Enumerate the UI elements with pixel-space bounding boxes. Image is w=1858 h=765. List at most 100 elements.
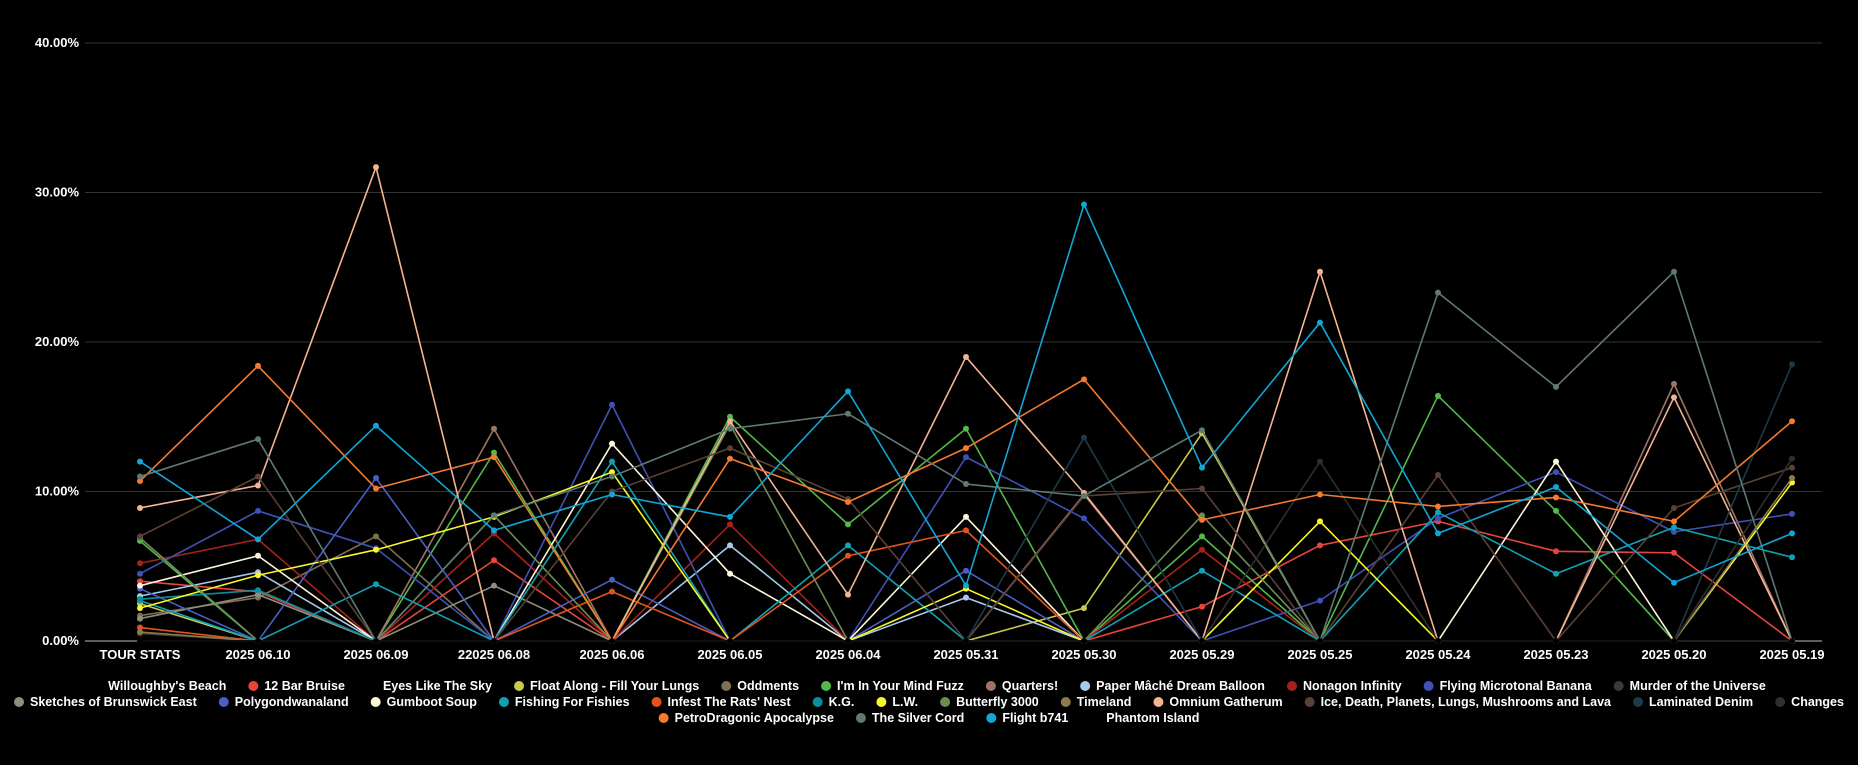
data-point xyxy=(137,504,143,511)
data-point xyxy=(1435,638,1441,644)
series xyxy=(137,361,1795,644)
data-point xyxy=(1435,509,1441,516)
data-point xyxy=(963,513,969,520)
legend-label: Omnium Gatherum xyxy=(1169,695,1282,709)
data-point xyxy=(1317,319,1323,326)
data-point xyxy=(727,513,733,520)
legend-item[interactable]: I'm In Your Mind Fuzz xyxy=(821,679,964,693)
data-point xyxy=(1317,638,1323,644)
legend-label: Gumboot Soup xyxy=(387,695,478,709)
x-tick-label: 2025 06.06 xyxy=(579,647,644,662)
data-point xyxy=(845,591,851,598)
data-point xyxy=(1081,605,1087,612)
legend-item[interactable]: Float Along - Fill Your Lungs xyxy=(514,679,699,693)
legend-item[interactable]: Polygondwanaland xyxy=(218,695,349,709)
x-tick-label: 2025 06.09 xyxy=(343,647,408,662)
legend-item[interactable]: Paper Mâché Dream Balloon xyxy=(1080,679,1265,693)
legend-item[interactable]: Flight b741 xyxy=(986,711,1068,725)
legend-item[interactable]: Nonagon Infinity xyxy=(1286,679,1402,693)
series-line xyxy=(139,432,1792,642)
data-point xyxy=(1199,603,1205,610)
legend-item[interactable]: Quarters! xyxy=(985,679,1058,693)
legend-item[interactable]: Infest The Rats' Nest xyxy=(651,695,792,709)
legend-item[interactable]: Fishing For Fishies xyxy=(498,695,630,709)
x-tick-label: 2025 05.30 xyxy=(1051,647,1116,662)
legend-item[interactable]: The Silver Cord xyxy=(855,711,964,725)
data-point xyxy=(1435,530,1441,537)
data-point xyxy=(963,638,969,644)
data-point xyxy=(137,560,143,567)
legend-item[interactable]: Butterfly 3000 xyxy=(940,695,1039,709)
legend-swatch xyxy=(1286,681,1297,691)
x-tick-label: 2025 06.10 xyxy=(225,647,290,662)
legend-label: Paper Mâché Dream Balloon xyxy=(1096,679,1265,693)
data-point xyxy=(373,638,379,644)
data-point xyxy=(727,418,733,425)
data-point xyxy=(1789,464,1795,471)
legend-item[interactable]: Ice, Death, Planets, Lungs, Mushrooms an… xyxy=(1304,695,1612,709)
data-point xyxy=(1789,638,1795,644)
legend-label: Polygondwanaland xyxy=(235,695,349,709)
legend-item[interactable]: Murder of the Universe xyxy=(1613,679,1766,693)
legend-item[interactable]: Gumboot Soup xyxy=(370,695,478,709)
data-point xyxy=(137,533,143,540)
legend[interactable]: Willoughby's Beach 12 Bar Bruise Eyes Like… xyxy=(14,679,1844,725)
series-line xyxy=(139,477,1792,642)
data-point xyxy=(1553,548,1559,555)
data-point xyxy=(1317,458,1323,465)
legend-swatch xyxy=(1632,697,1643,707)
data-point xyxy=(1081,638,1087,644)
legend-item[interactable]: Laminated Denim xyxy=(1632,695,1753,709)
legend-item[interactable]: K.G. xyxy=(812,695,855,709)
data-point xyxy=(609,576,615,583)
legend-swatch xyxy=(1080,681,1091,691)
y-tick-label: 10.00% xyxy=(35,484,80,499)
data-point xyxy=(137,605,143,612)
legend-swatch xyxy=(876,697,887,707)
data-point xyxy=(373,546,379,553)
legend-item[interactable]: Omnium Gatherum xyxy=(1153,695,1283,709)
data-point xyxy=(1671,579,1677,586)
data-point xyxy=(963,454,969,461)
data-point xyxy=(1671,394,1677,401)
data-point xyxy=(1553,484,1559,491)
legend-swatch xyxy=(821,681,832,691)
data-point xyxy=(1435,392,1441,399)
data-point xyxy=(1435,289,1441,296)
legend-item[interactable]: Changes xyxy=(1775,695,1844,709)
data-point xyxy=(963,481,969,488)
series-layer xyxy=(137,164,1795,644)
legend-label: Infest The Rats' Nest xyxy=(668,695,792,709)
legend-item[interactable]: 12 Bar Bruise xyxy=(248,679,345,693)
data-point xyxy=(1199,427,1205,434)
legend-swatch xyxy=(812,697,823,707)
legend-item[interactable]: Phantom Island xyxy=(1090,711,1199,725)
data-point xyxy=(255,362,261,369)
legend-item[interactable]: L.W. xyxy=(876,695,918,709)
data-point xyxy=(609,469,615,476)
legend-item[interactable]: Willoughby's Beach xyxy=(92,679,226,693)
data-point xyxy=(1081,201,1087,208)
data-point xyxy=(963,353,969,360)
legend-item[interactable]: PetroDragonic Apocalypse xyxy=(658,711,834,725)
legend-item[interactable]: Timeland xyxy=(1060,695,1132,709)
legend-swatch xyxy=(1304,697,1315,707)
series-line xyxy=(139,460,1793,642)
legend-label: Changes xyxy=(1791,695,1844,709)
data-point xyxy=(1671,518,1677,525)
legend-swatch xyxy=(366,681,377,691)
data-point xyxy=(1789,510,1795,517)
legend-item[interactable]: Eyes Like The Sky xyxy=(366,679,492,693)
legend-label: Flight b741 xyxy=(1002,711,1068,725)
data-point xyxy=(255,591,261,598)
data-point xyxy=(845,410,851,417)
legend-item[interactable]: Sketches of Brunswick East xyxy=(14,695,198,709)
data-point xyxy=(1317,542,1323,549)
legend-item[interactable]: Oddments xyxy=(721,679,799,693)
legend-label: Fishing For Fishies xyxy=(515,695,630,709)
y-tick-label: 40.00% xyxy=(35,35,80,50)
legend-swatch xyxy=(855,713,866,723)
x-tick-label: 2025 05.19 xyxy=(1759,647,1824,662)
legend-item[interactable]: Flying Microtonal Banana xyxy=(1423,679,1593,693)
data-point xyxy=(727,445,733,452)
